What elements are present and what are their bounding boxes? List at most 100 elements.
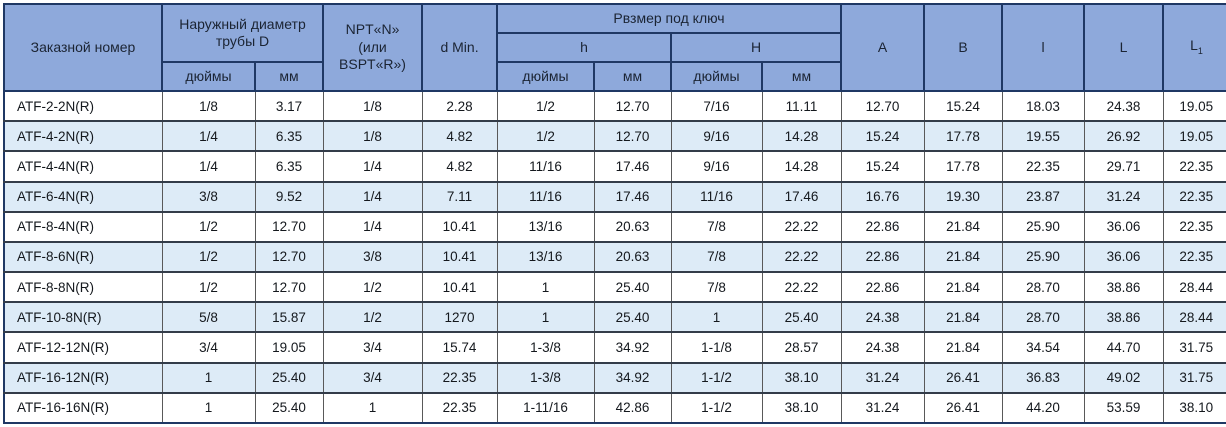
value-cell: 9/16 [670, 150, 763, 183]
value-cell: 16.76 [840, 180, 925, 213]
value-cell: 1/2 [161, 240, 256, 274]
value-cell: 15.24 [840, 150, 925, 183]
value-cell: 13/16 [496, 210, 595, 243]
value-cell: 1-3/8 [496, 361, 595, 394]
value-cell: 22.35 [1162, 210, 1226, 243]
value-cell: 1270 [421, 301, 498, 334]
value-cell: 22.35 [421, 361, 498, 394]
value-cell: 26.41 [923, 361, 1003, 394]
value-cell: 1/4 [322, 150, 423, 183]
value-cell: 29.71 [1083, 150, 1164, 183]
value-cell: 38.86 [1083, 271, 1164, 304]
table-header: Заказной номер Наружный диаметр трубы D … [3, 3, 1226, 92]
value-cell: 2.28 [421, 89, 498, 123]
value-cell: 22.86 [840, 240, 925, 274]
value-cell: 10.41 [421, 240, 498, 274]
value-cell: 19.55 [1001, 120, 1085, 153]
value-cell: 11/16 [496, 180, 595, 213]
value-cell: 36.06 [1083, 240, 1164, 274]
value-cell: 20.63 [593, 240, 672, 274]
value-cell: 25.90 [1001, 210, 1085, 243]
value-cell: 22.35 [1162, 150, 1226, 183]
value-cell: 36.06 [1083, 210, 1164, 243]
value-cell: 3/4 [322, 361, 423, 394]
value-cell: 22.35 [1001, 150, 1085, 183]
value-cell: 26.92 [1083, 120, 1164, 153]
value-cell: 19.05 [1162, 120, 1226, 153]
value-cell: 1/8 [161, 89, 256, 123]
value-cell: 21.84 [923, 331, 1003, 364]
value-cell: 1/4 [322, 180, 423, 213]
value-cell: 1/2 [322, 271, 423, 304]
value-cell: 17.46 [593, 150, 672, 183]
value-cell: 25.40 [593, 271, 672, 304]
value-cell: 1/4 [161, 150, 256, 183]
order-number-cell: ATF-16-16N(R) [3, 391, 163, 425]
value-cell: 31.24 [1083, 180, 1164, 213]
header-h-upper: H [670, 32, 843, 63]
value-cell: 5/8 [161, 301, 256, 334]
value-cell: 7/16 [670, 89, 763, 123]
value-cell: 1-1/8 [670, 331, 763, 364]
table-row: ATF-4-2N(R) 1/4 6.35 1/8 4.82 1/2 12.70 9/16 14.… [3, 120, 1226, 153]
value-cell: 19.05 [1162, 89, 1226, 123]
header-h-inches: дюймы [496, 61, 596, 92]
value-cell: 7/8 [670, 210, 763, 243]
value-cell: 38.10 [1162, 391, 1226, 425]
value-cell: 22.35 [1162, 240, 1226, 274]
value-cell: 26.41 [923, 391, 1003, 425]
header-h-lower: h [496, 32, 673, 63]
value-cell: 6.35 [254, 120, 324, 153]
value-cell: 17.46 [761, 180, 842, 213]
value-cell: 3.17 [254, 89, 324, 123]
value-cell: 17.46 [593, 180, 672, 213]
value-cell: 34.54 [1001, 331, 1085, 364]
value-cell: 25.40 [593, 301, 672, 334]
value-cell: 23.87 [1001, 180, 1085, 213]
value-cell: 1/2 [496, 89, 595, 123]
table-row: ATF-12-12N(R) 3/4 19.05 3/4 15.74 1-3/8 34.92 1… [3, 331, 1226, 364]
table-row: ATF-10-8N(R) 5/8 15.87 1/2 1270 1 25.40 1 25.40 2… [3, 301, 1226, 334]
value-cell: 22.22 [761, 240, 842, 274]
value-cell: 12.70 [593, 89, 672, 123]
value-cell: 28.70 [1001, 301, 1085, 334]
value-cell: 31.75 [1162, 361, 1226, 394]
value-cell: 38.10 [761, 391, 842, 425]
value-cell: 12.70 [254, 271, 324, 304]
value-cell: 1 [496, 271, 595, 304]
header-wrench-size: Рвзмер под ключ [496, 3, 843, 34]
value-cell: 3/4 [161, 331, 256, 364]
value-cell: 12.70 [254, 240, 324, 274]
value-cell: 14.28 [761, 150, 842, 183]
value-cell: 1/8 [322, 89, 423, 123]
value-cell: 25.40 [254, 361, 324, 394]
value-cell: 13/16 [496, 240, 595, 274]
table-row: ATF-8-8N(R) 1/2 12.70 1/2 10.41 1 25.40 7/8 22.2… [3, 271, 1226, 304]
order-number-cell: ATF-8-8N(R) [3, 271, 163, 304]
value-cell: 31.75 [1162, 331, 1226, 364]
value-cell: 38.86 [1083, 301, 1164, 334]
value-cell: 22.22 [761, 210, 842, 243]
header-col-l-big: L [1083, 3, 1165, 92]
header-col-b: B [923, 3, 1004, 92]
value-cell: 28.44 [1162, 271, 1226, 304]
value-cell: 3/8 [161, 180, 256, 213]
value-cell: 19.05 [254, 331, 324, 364]
table-row: ATF-6-4N(R) 3/8 9.52 1/4 7.11 11/16 17.46 11/16… [3, 180, 1226, 213]
value-cell: 22.86 [840, 210, 925, 243]
value-cell: 15.24 [840, 120, 925, 153]
value-cell: 31.24 [840, 361, 925, 394]
value-cell: 44.70 [1083, 331, 1164, 364]
value-cell: 22.35 [1162, 180, 1226, 213]
value-cell: 21.84 [923, 210, 1003, 243]
header-d-mm: мм [253, 61, 325, 92]
value-cell: 10.41 [421, 210, 498, 243]
header-hh-inches: дюймы [670, 61, 764, 92]
value-cell: 36.83 [1001, 361, 1085, 394]
value-cell: 1 [161, 361, 256, 394]
value-cell: 1/2 [161, 210, 256, 243]
table-row: ATF-8-6N(R) 1/2 12.70 3/8 10.41 13/16 20.63 7/8… [3, 240, 1226, 274]
value-cell: 21.84 [923, 240, 1003, 274]
value-cell: 19.30 [923, 180, 1003, 213]
value-cell: 9.52 [254, 180, 324, 213]
